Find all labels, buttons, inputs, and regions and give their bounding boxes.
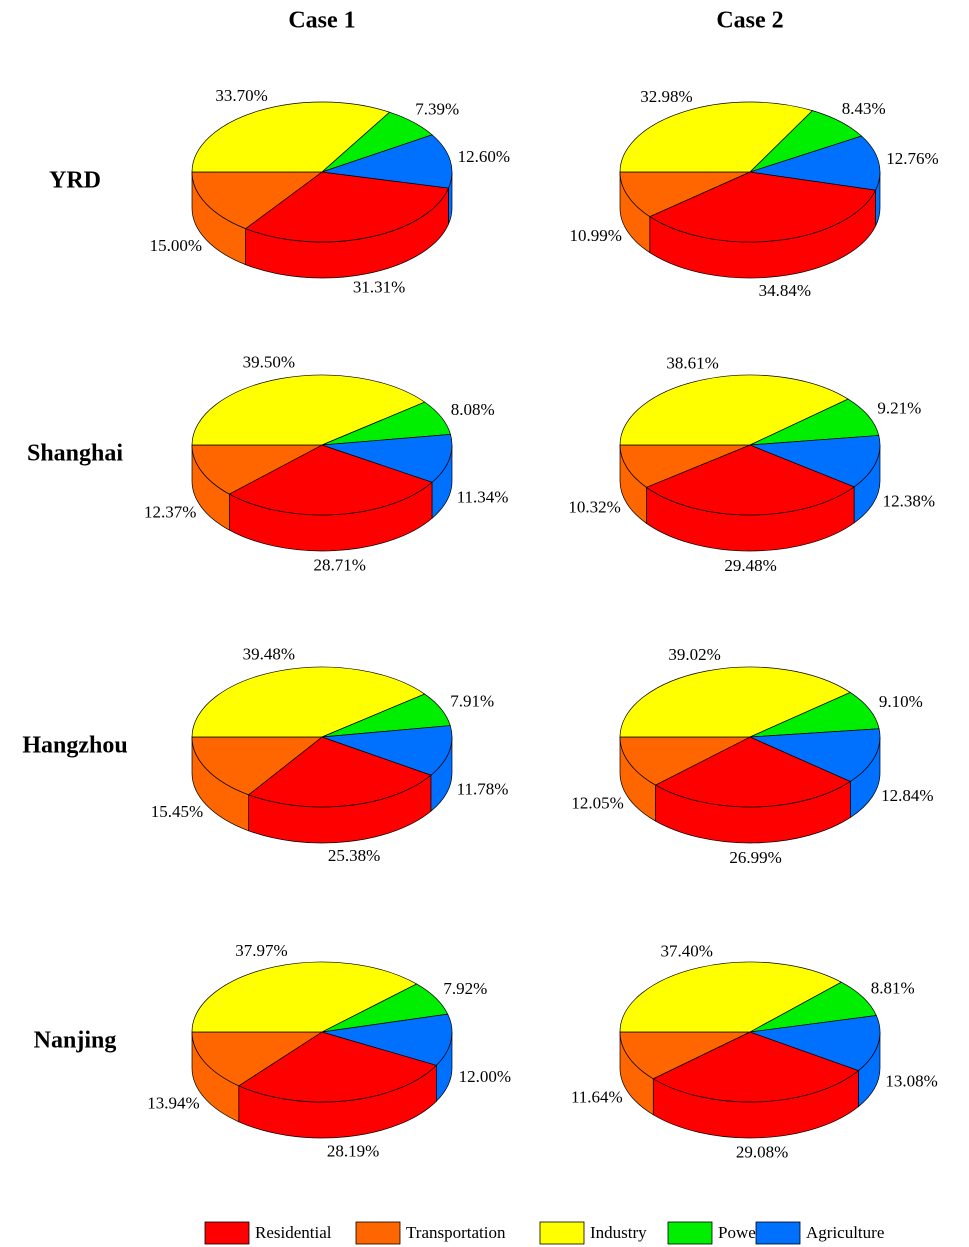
pie-slice [749,135,881,191]
pie-slice [619,374,849,446]
pie-slice [321,434,453,483]
pie-slice [321,134,453,189]
pie-slice [321,1013,453,1066]
pie-slice [619,961,843,1033]
data-label: 9.10% [879,692,923,711]
legend-swatch [355,1221,401,1245]
data-label: 37.97% [235,941,287,960]
pie-slice [238,1031,438,1103]
data-label: 12.05% [571,794,623,813]
data-label: 12.84% [881,786,933,805]
data-label: 15.45% [151,802,203,821]
pie-slice [649,171,877,243]
data-label: 29.08% [736,1143,788,1162]
data-label: 7.92% [443,979,487,998]
data-label: 15.00% [150,236,202,255]
row-label: Shanghai [27,441,123,467]
data-label: 8.81% [871,979,915,998]
pie-slice [191,101,391,173]
data-label: 26.99% [729,848,781,867]
legend-label: Industry [590,1223,647,1242]
column-title: Case 1 [288,8,355,34]
data-label: 7.91% [450,691,494,710]
data-label: 8.08% [451,400,495,419]
pie-slice [619,666,852,738]
legend-swatch [755,1221,801,1245]
data-label: 8.43% [842,99,886,118]
row-label: Hangzhou [22,733,127,759]
legend-label: Agriculture [806,1223,884,1242]
data-label: 13.08% [885,1072,937,1091]
pie-slice [191,961,418,1033]
data-label: 7.39% [415,100,459,119]
pie-slice [619,736,751,786]
data-label: 25.38% [328,846,380,865]
data-label: 12.60% [458,147,510,166]
pie-slice [619,1031,751,1080]
pie-slice [191,171,324,230]
data-label: 11.78% [457,780,509,799]
data-label: 39.50% [243,353,295,372]
pie-slice [191,444,323,495]
pie-slice [619,171,751,217]
pie-slice [191,736,324,796]
pie-slice [654,736,852,808]
data-label: 10.99% [569,226,621,245]
legend-label: Residential [255,1223,332,1242]
data-label: 10.32% [568,497,620,516]
data-label: 37.40% [661,942,713,961]
pie-slice [652,1031,860,1103]
legend-label: Power [718,1223,762,1242]
data-label: 39.48% [243,645,295,664]
legend-swatch [539,1221,585,1245]
data-label: 38.61% [666,353,718,372]
pie-slice [645,444,855,516]
legend-swatch [204,1221,250,1245]
pie-slice [749,728,881,782]
data-label: 39.02% [668,645,720,664]
pie-slice [619,101,814,173]
data-label: 32.98% [640,87,692,106]
data-label: 34.84% [759,281,811,300]
data-label: 13.94% [147,1093,199,1112]
data-label: 11.64% [571,1088,623,1107]
column-title: Case 2 [716,8,783,34]
data-label: 11.34% [457,487,509,506]
data-label: 9.21% [877,398,921,417]
pie-slice [228,444,433,516]
data-label: 12.38% [883,491,935,510]
data-label: 12.76% [886,149,938,168]
pie-slice [247,736,432,808]
data-label: 31.31% [353,278,405,297]
pie-slice [191,1031,324,1087]
pie-slice [191,666,426,738]
data-label: 28.71% [314,555,366,574]
data-label: 28.19% [327,1141,379,1160]
pie-slice [619,444,751,488]
data-label: 12.00% [459,1067,511,1086]
data-label: 33.70% [215,86,267,105]
data-label: 12.37% [144,502,196,521]
data-label: 29.48% [724,556,776,575]
pie-slice [244,171,450,243]
legend-label: Transportation [406,1223,506,1242]
pie-slice [321,725,453,776]
row-label: Nanjing [34,1028,117,1054]
pie-slice [749,435,881,488]
pie-slice [749,1015,881,1071]
row-label: YRD [49,168,101,194]
legend-swatch [667,1221,713,1245]
pie-slice [191,374,426,446]
